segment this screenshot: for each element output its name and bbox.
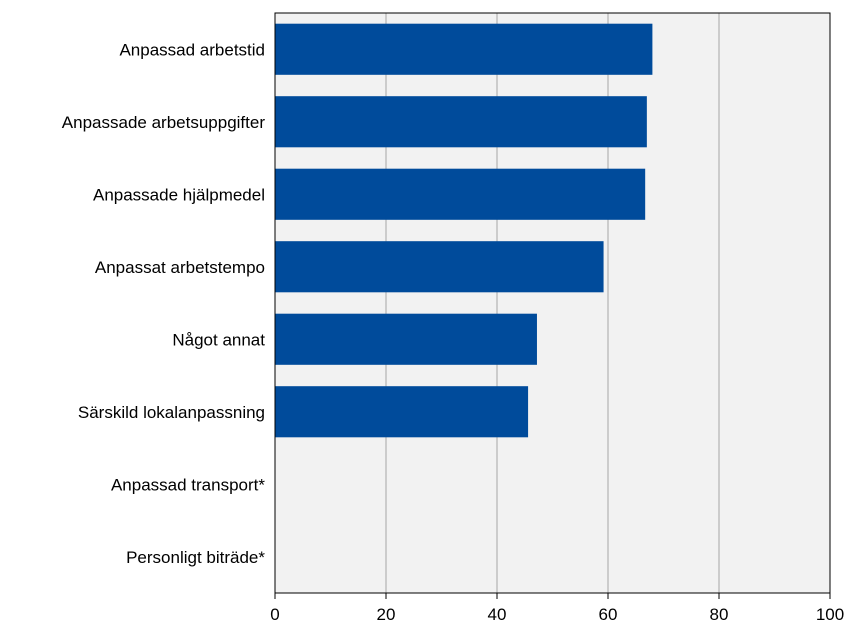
category-label: Särskild lokalanpassning [78,403,265,422]
category-label: Anpassad arbetstid [119,40,265,59]
x-axis-ticks: 0 20 40 60 80 100 [270,593,844,624]
bars [275,23,653,438]
x-tick-label: 40 [488,605,507,624]
category-label: Anpassat arbetstempo [95,258,265,277]
bar [275,386,529,438]
category-label: Personligt biträde* [126,548,265,567]
x-tick-label: 100 [816,605,844,624]
bar [275,313,537,365]
x-tick-label: 60 [599,605,618,624]
plot-frame [274,12,831,594]
category-labels: Anpassad arbetstid Anpassade arbetsuppgif… [62,40,266,567]
bar [275,241,604,293]
x-tick-label: 20 [377,605,396,624]
bar [275,96,647,148]
bar [275,168,646,220]
x-tick-label: 80 [710,605,729,624]
bar [275,23,653,75]
category-label: Anpassade hjälpmedel [93,185,265,204]
category-label: Anpassade arbetsuppgifter [62,113,266,132]
category-label: Något annat [172,330,265,349]
x-tick-label: 0 [270,605,279,624]
category-label: Anpassad transport* [111,475,265,494]
